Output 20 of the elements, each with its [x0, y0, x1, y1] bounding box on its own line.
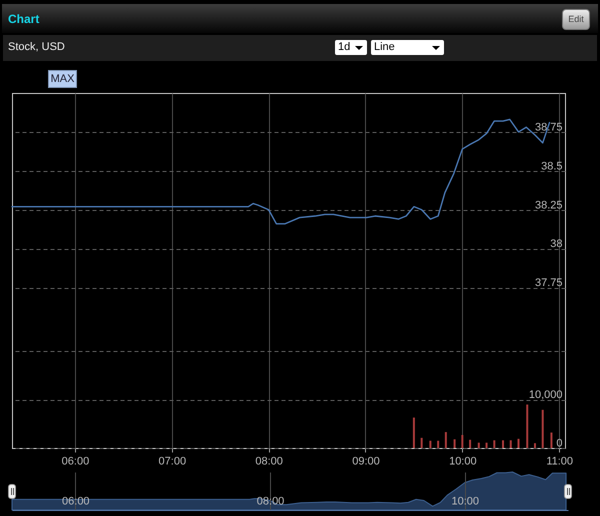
- y2-tick-label: 10,000: [528, 389, 562, 402]
- x-tick-label: 09:00: [352, 456, 380, 468]
- chart-title: Chart: [8, 12, 40, 26]
- dropdown[interactable]: Line: [371, 40, 444, 55]
- y2-tick-label: 0: [556, 438, 562, 450]
- button[interactable]: Edit: [562, 9, 590, 30]
- button[interactable]: MAX: [48, 70, 77, 88]
- x-tick-label: 08:00: [255, 456, 283, 468]
- x-tick-label: 06:00: [62, 496, 90, 508]
- y-tick-label: 37.75: [534, 277, 562, 290]
- y-tick-label: 38.25: [534, 199, 562, 212]
- x-tick-label: 06:00: [62, 456, 90, 468]
- dropdown[interactable]: 1d: [335, 40, 367, 55]
- y-tick-label: 38.5: [541, 160, 562, 172]
- chart-subtitle: Stock, USD: [8, 41, 65, 53]
- x-tick-label: 11:00: [546, 456, 574, 468]
- x-tick-label: 10:00: [449, 456, 477, 468]
- x-tick-label: 07:00: [158, 456, 186, 468]
- x-tick-label: 10:00: [452, 496, 480, 508]
- y-tick-label: 38: [550, 238, 562, 250]
